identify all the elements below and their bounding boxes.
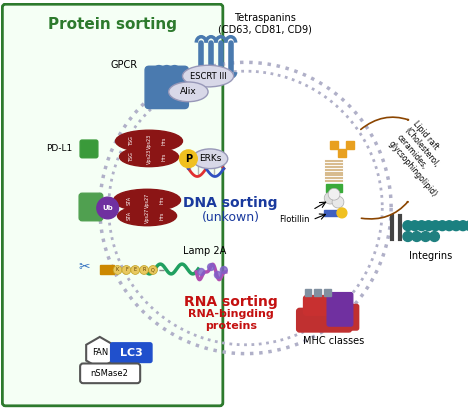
Ellipse shape [182, 65, 234, 87]
Circle shape [198, 268, 205, 275]
Text: Vps27: Vps27 [145, 208, 150, 223]
Text: STA: STA [127, 195, 132, 205]
Circle shape [332, 196, 344, 208]
Text: Flotillin: Flotillin [279, 215, 310, 224]
Circle shape [444, 221, 454, 230]
Circle shape [97, 197, 118, 219]
Bar [314, 289, 321, 296]
FancyBboxPatch shape [80, 363, 140, 383]
Circle shape [113, 266, 122, 274]
FancyArrowPatch shape [361, 117, 409, 129]
Text: Alix: Alix [180, 87, 197, 96]
FancyBboxPatch shape [80, 140, 98, 158]
Bar [324, 289, 331, 296]
Text: F: F [125, 268, 128, 273]
Circle shape [328, 188, 340, 200]
Circle shape [140, 266, 148, 274]
Ellipse shape [114, 189, 181, 211]
Text: proteins: proteins [205, 321, 257, 331]
Text: (unkown): (unkown) [202, 211, 260, 224]
Ellipse shape [118, 206, 177, 225]
Circle shape [410, 221, 419, 230]
Circle shape [438, 221, 447, 230]
Circle shape [465, 221, 474, 230]
Text: LC3: LC3 [120, 348, 143, 358]
Circle shape [208, 263, 214, 271]
Text: Hrs: Hrs [159, 212, 164, 220]
Circle shape [429, 232, 439, 242]
Text: MHC classes: MHC classes [303, 336, 365, 346]
Circle shape [430, 221, 440, 230]
Text: Vps23: Vps23 [146, 133, 152, 149]
Circle shape [451, 221, 461, 230]
Bar [338, 149, 346, 157]
FancyBboxPatch shape [79, 193, 103, 221]
Circle shape [324, 192, 336, 204]
Text: Hrs: Hrs [161, 137, 166, 145]
Circle shape [403, 232, 413, 242]
FancyBboxPatch shape [145, 66, 188, 109]
FancyBboxPatch shape [2, 4, 223, 406]
Text: Vps27: Vps27 [145, 192, 150, 208]
FancyBboxPatch shape [110, 343, 152, 363]
Text: K: K [116, 268, 119, 273]
FancyBboxPatch shape [327, 293, 353, 326]
FancyBboxPatch shape [337, 304, 359, 330]
Circle shape [122, 266, 131, 274]
Text: ERKs: ERKs [199, 154, 221, 163]
Text: Protein sorting: Protein sorting [48, 17, 177, 32]
Text: TSG: TSG [129, 136, 134, 146]
Text: STA: STA [127, 211, 132, 221]
Bar [346, 141, 354, 149]
Circle shape [412, 232, 422, 242]
Text: E: E [134, 268, 137, 273]
Bar [324, 210, 338, 216]
Circle shape [424, 221, 433, 230]
Text: Tetraspanins
(CD63, CD81, CD9): Tetraspanins (CD63, CD81, CD9) [218, 13, 312, 35]
Text: PD-L1: PD-L1 [46, 145, 72, 153]
Circle shape [458, 221, 468, 230]
Circle shape [180, 150, 197, 168]
Bar [326, 184, 342, 192]
Ellipse shape [169, 82, 208, 102]
Ellipse shape [192, 149, 228, 169]
Text: Integrins: Integrins [409, 251, 452, 261]
Text: Hrs: Hrs [161, 153, 166, 161]
Circle shape [403, 221, 413, 230]
FancyBboxPatch shape [297, 309, 352, 332]
Text: Q: Q [151, 268, 155, 273]
Text: TSG: TSG [129, 152, 134, 162]
Text: FAN: FAN [91, 348, 108, 357]
Text: P: P [185, 154, 192, 164]
Ellipse shape [119, 147, 179, 166]
Circle shape [420, 232, 430, 242]
Circle shape [214, 271, 221, 278]
Circle shape [337, 208, 347, 218]
Circle shape [131, 266, 140, 274]
Text: ✂: ✂ [78, 260, 90, 274]
Text: ESCRT III: ESCRT III [190, 71, 227, 81]
Text: R: R [142, 268, 146, 273]
Text: DNA sorting: DNA sorting [183, 196, 278, 210]
Text: Lamp 2A: Lamp 2A [183, 246, 227, 256]
Text: Ub: Ub [102, 205, 113, 211]
Text: GPCR: GPCR [110, 60, 137, 70]
FancyArrowPatch shape [361, 202, 408, 219]
Bar [100, 265, 114, 274]
Circle shape [417, 221, 427, 230]
Ellipse shape [116, 130, 182, 152]
Bar [304, 289, 311, 296]
Text: Lipid raft
(Cholesterol,
ceramides,
glycsophingolipid): Lipid raft (Cholesterol, ceramides, glyc… [387, 119, 463, 199]
Text: Vps23: Vps23 [146, 149, 152, 164]
Circle shape [148, 266, 157, 274]
FancyBboxPatch shape [303, 296, 345, 315]
Circle shape [220, 266, 227, 273]
Text: Hrs: Hrs [159, 196, 164, 204]
Text: RNA-bingding: RNA-bingding [188, 309, 273, 319]
Bar [330, 141, 338, 149]
Text: RNA sorting: RNA sorting [184, 294, 278, 309]
Text: nSMase2: nSMase2 [91, 369, 128, 378]
